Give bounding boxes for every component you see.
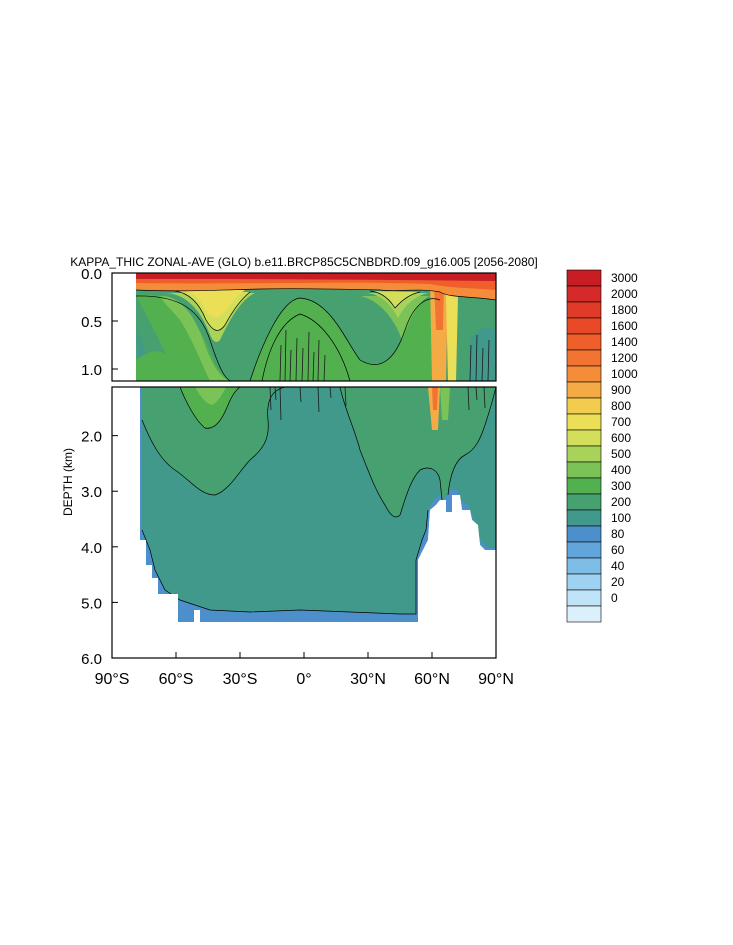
colorbar-label: 1800	[611, 303, 638, 317]
colorbar-label: 2000	[611, 287, 638, 301]
colorbar-swatch	[566, 477, 602, 495]
y-tick-label-bottom: 6.0	[81, 651, 102, 668]
colorbar-label: 700	[611, 415, 631, 429]
bottom-noise	[269, 387, 486, 421]
colorbar-label: 100	[611, 511, 631, 525]
colorbar-label: 1400	[611, 335, 638, 349]
top-panel-frame	[111, 272, 497, 382]
axes: 90°S 60°S 30°S 0° 30°N 60°N 90°N 0.0 0.5 1.0 2.0 3.…	[81, 266, 514, 688]
colorbar-swatch	[566, 557, 602, 575]
region-700-800-top	[175, 291, 420, 331]
colorbar-swatch	[566, 365, 602, 383]
colorbar-swatch	[566, 301, 602, 319]
colorbar-swatch	[566, 429, 602, 447]
x-tick-label: 30°S	[223, 671, 258, 688]
colorbar-swatch	[566, 589, 602, 607]
colorbar-label: 600	[611, 431, 631, 445]
colorbar-label: 60	[611, 543, 625, 557]
region-500-600-bottom	[195, 387, 226, 405]
colorbar-label: 3000	[611, 271, 638, 285]
region-300-400-bottom	[142, 387, 496, 517]
colorbar-label: 20	[611, 575, 625, 589]
colorbar-swatch	[566, 461, 602, 479]
x-tick-label: 30°N	[350, 671, 386, 688]
region-arctic-column	[430, 282, 448, 381]
top-contours	[135, 288, 496, 381]
colorbar-swatch	[566, 333, 602, 351]
colorbar-swatch	[566, 269, 602, 287]
colorbar-label: 500	[611, 447, 631, 461]
colorbar-label: 300	[611, 479, 631, 493]
top-panel-plot	[112, 273, 496, 381]
land-seafloor-bottom	[140, 495, 496, 658]
region-arctic-bottom-green	[440, 387, 450, 420]
colorbar-label: 200	[611, 495, 631, 509]
colorbar-swatch	[566, 317, 602, 335]
x-tick-label: 60°N	[414, 671, 450, 688]
colorbar-label: 40	[611, 559, 625, 573]
colorbar-label: 1000	[611, 367, 638, 381]
colorbar: 3000200018001600140012001000900800700600…	[566, 269, 638, 623]
colorbar-swatch	[566, 493, 602, 511]
region-400-500-top	[136, 294, 440, 381]
y-tick-label-bottom: 2.0	[81, 429, 102, 446]
y-axis-label: DEPTH (km)	[61, 448, 75, 516]
y-tick-label-bottom: 4.0	[81, 540, 102, 557]
y-tick-label-top: 1.0	[81, 362, 102, 379]
colorbar-label: 0	[611, 591, 618, 605]
y-tick-label-top: 0.5	[81, 314, 102, 331]
x-tick-label: 60°S	[159, 671, 194, 688]
colorbar-swatch	[566, 445, 602, 463]
chart-title: KAPPA_THIC ZONAL-AVE (GLO) b.e11.BRCP85C…	[70, 255, 538, 269]
colorbar-swatch	[566, 285, 602, 303]
land-antarctica-top	[112, 273, 136, 381]
colorbar-swatch	[566, 349, 602, 367]
land-antarctica-bottom	[112, 387, 140, 658]
region-arctic-bottom-core	[432, 387, 438, 410]
colorbar-swatch	[566, 381, 602, 399]
x-tick-label: 90°S	[95, 671, 130, 688]
region-arctic-yellow	[446, 295, 458, 381]
colorbar-swatch	[566, 525, 602, 543]
colorbar-label: 400	[611, 463, 631, 477]
colorbar-swatch	[566, 605, 602, 623]
region-400-500-bottom	[180, 387, 240, 429]
colorbar-label: 1600	[611, 319, 638, 333]
colorbar-label: 80	[611, 527, 625, 541]
colorbar-label: 800	[611, 399, 631, 413]
region-arctic-column-core	[434, 282, 444, 330]
x-tick-label: 90°N	[478, 671, 514, 688]
y-tick-label-top: 0.0	[81, 266, 102, 283]
top-noise	[279, 329, 490, 381]
colorbar-swatch	[566, 413, 602, 431]
colorbar-label: 900	[611, 383, 631, 397]
colorbar-swatch	[566, 509, 602, 527]
colorbar-swatch	[566, 397, 602, 415]
colorbar-swatch	[566, 541, 602, 559]
region-800-900-top	[185, 290, 245, 318]
y-tick-label-bottom: 5.0	[81, 595, 102, 612]
colorbar-label: 1200	[611, 351, 638, 365]
x-tick-label: 0°	[296, 671, 311, 688]
colorbar-swatch	[566, 573, 602, 591]
y-tick-label-bottom: 3.0	[81, 484, 102, 501]
bottom-contours	[141, 387, 496, 615]
region-1800-3000-top	[136, 273, 496, 281]
